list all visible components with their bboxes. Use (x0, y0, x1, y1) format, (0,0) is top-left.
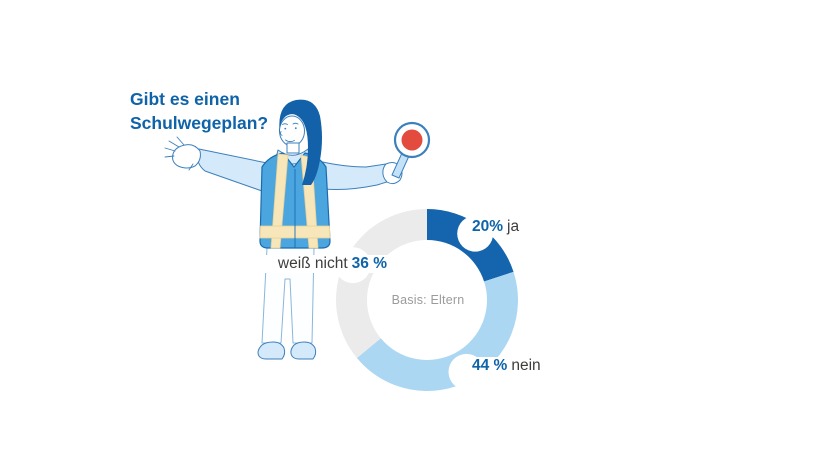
donut-slice-wei-nicht (336, 209, 427, 359)
slice-label-nein: 44 % nein (471, 357, 542, 375)
slice-label-ja: 20% ja (471, 218, 521, 236)
left-arm (164, 136, 268, 192)
right-shoe (290, 341, 317, 360)
title-line-1: Gibt es einen (130, 89, 240, 109)
slice-name-ja: ja (507, 218, 520, 235)
title-line-2: Schulwegeplan? (130, 112, 269, 133)
donut-center-label: Basis: Eltern (391, 293, 465, 307)
safety-vest (259, 152, 331, 249)
right-arm (317, 160, 403, 190)
slice-value-weiss-nicht: 36 % (351, 255, 387, 272)
slice-name-nein: nein (511, 357, 541, 374)
left-shoe (257, 341, 286, 360)
page-title: Gibt es einen Schulwegeplan? (130, 88, 268, 135)
slice-name-weiss-nicht: weiß nicht (277, 255, 348, 272)
stop-paddle-icon (391, 121, 431, 179)
slice-value-nein: 44 % (472, 357, 508, 374)
crossing-guard-illustration (164, 99, 431, 360)
face (280, 122, 299, 143)
slice-label-weiss-nicht: weiß nicht 36 % (256, 255, 388, 273)
slice-value-ja: 20% (472, 218, 504, 235)
hair (279, 99, 322, 185)
